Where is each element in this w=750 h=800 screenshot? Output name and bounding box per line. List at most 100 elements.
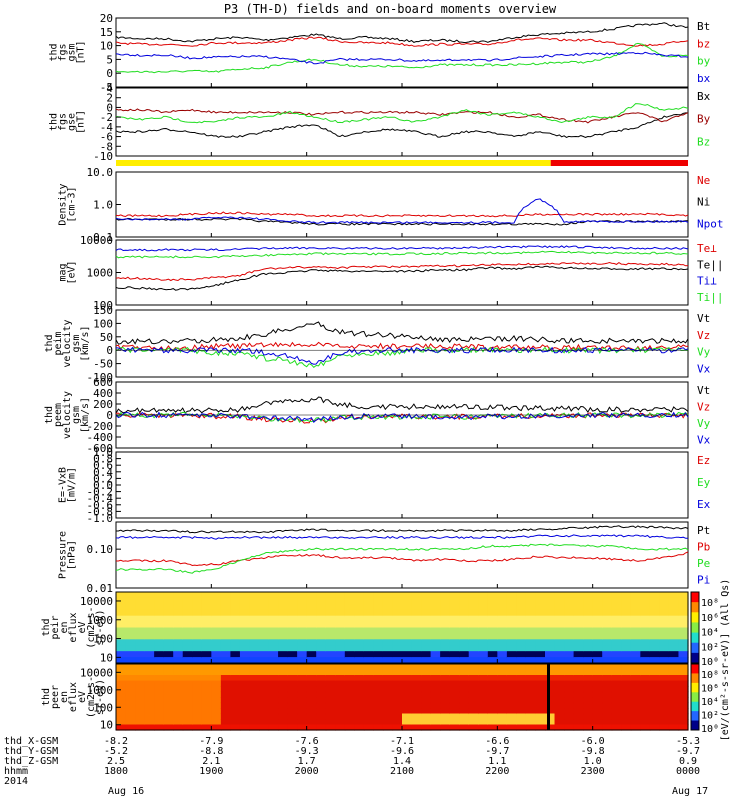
spectrogram-cell xyxy=(230,680,241,687)
spectrogram-cell xyxy=(144,645,155,652)
spectrogram-cell xyxy=(668,597,680,605)
spectrogram-cell xyxy=(554,675,565,682)
spectrogram-cell xyxy=(583,724,594,731)
spectrogram-cell xyxy=(659,609,670,617)
spectrogram-cell xyxy=(602,592,613,599)
spectrogram-cell xyxy=(525,680,537,687)
spectrogram-cell xyxy=(516,669,527,676)
colorbar-band xyxy=(691,602,699,613)
spectrogram-cell xyxy=(630,675,641,682)
spectrogram-cell xyxy=(192,609,203,617)
spectrogram-cell xyxy=(135,680,146,687)
time-axis-value: -7.1 xyxy=(390,736,414,747)
spectrogram-cell xyxy=(392,639,403,646)
spectrogram-cell xyxy=(363,680,374,687)
spectrogram-cell xyxy=(659,651,670,658)
spectrogram-cell xyxy=(411,713,422,720)
spectrogram-cell xyxy=(402,609,413,617)
spectrogram-cell xyxy=(249,664,260,671)
spectrogram-cell xyxy=(306,651,317,658)
spectrogram-cell xyxy=(354,713,365,720)
spectrogram-cell xyxy=(668,691,680,698)
spectrogram-cell xyxy=(421,603,432,611)
spectrogram-cell xyxy=(297,615,308,623)
spectrogram-cell xyxy=(554,702,565,709)
spectrogram-cell xyxy=(678,645,689,652)
spectrogram-cell xyxy=(306,657,317,664)
spectrogram-cell xyxy=(411,691,422,698)
spectrogram-cell xyxy=(430,669,441,676)
spectrogram-cell xyxy=(411,633,422,640)
spectrogram-cell xyxy=(621,639,632,646)
spectrogram-cell xyxy=(278,609,289,617)
spectrogram-cell xyxy=(154,702,165,709)
spectrogram-cell xyxy=(525,651,537,658)
y-tick-label: -0.8 xyxy=(87,505,114,518)
spectrogram-cell xyxy=(192,708,203,715)
spectrogram-cell xyxy=(402,592,413,599)
spectrogram-cell xyxy=(382,603,394,611)
spectrogram-cell xyxy=(297,639,308,646)
spectrogram-cell xyxy=(211,669,222,676)
spectrogram-cell xyxy=(516,633,527,640)
spectrogram-cell xyxy=(516,702,527,709)
spectrogram-cell xyxy=(220,633,231,640)
spectrogram-cell xyxy=(354,697,365,704)
spectrogram-cell xyxy=(316,597,327,605)
spectrogram-cell xyxy=(230,719,241,726)
data-gap-marker xyxy=(547,664,550,730)
spectrogram-cell xyxy=(125,719,136,726)
spectrogram-cell xyxy=(449,639,460,646)
spectrogram-cell xyxy=(363,702,374,709)
spectrogram-cell xyxy=(354,691,365,698)
spectrogram-cell xyxy=(678,713,689,720)
y-tick-label: -100 xyxy=(87,371,114,384)
y-axis-label: peim xyxy=(53,331,64,355)
spectrogram-cell xyxy=(116,664,127,671)
spectrogram-cell xyxy=(602,597,613,605)
spectrogram-cell xyxy=(259,651,270,658)
spectrogram-cell xyxy=(421,713,432,720)
spectrogram-cell xyxy=(144,657,155,664)
spectrogram-cell xyxy=(297,645,308,652)
spectrogram-cell xyxy=(249,669,260,676)
legend-Pe: Pe xyxy=(697,557,710,570)
spectrogram-cell xyxy=(487,645,498,652)
spectrogram-cell xyxy=(182,713,193,720)
spectrogram-cell xyxy=(230,651,241,658)
spectrogram-cell xyxy=(640,697,651,704)
spectrogram-cell xyxy=(535,702,546,709)
spectrogram-cell xyxy=(430,621,441,629)
spectrogram-cell xyxy=(449,592,460,599)
spectrogram-cell xyxy=(173,592,184,599)
y-axis-label: eflux xyxy=(68,612,79,642)
spectrogram-cell xyxy=(440,645,451,652)
spectrogram-cell xyxy=(506,713,517,720)
spectrogram-cell xyxy=(678,691,689,698)
spectrogram-cell xyxy=(173,713,184,720)
spectrogram-cell xyxy=(230,669,241,676)
spectrogram-cell xyxy=(421,651,432,658)
spectrogram-cell xyxy=(611,708,622,715)
spectrogram-cell xyxy=(249,633,260,640)
series-line-Pb xyxy=(116,551,689,567)
panel-frame xyxy=(115,309,689,378)
spectrogram-cell xyxy=(306,609,317,617)
spectrogram-cell xyxy=(211,627,222,635)
spectrogram-cell xyxy=(392,697,403,704)
spectrogram-cell xyxy=(497,651,508,658)
spectrogram-cell xyxy=(554,691,565,698)
spectrogram-cell xyxy=(573,702,584,709)
spectrogram-cell xyxy=(135,592,146,599)
spectrogram-cell xyxy=(297,592,308,599)
spectrogram-cell xyxy=(316,675,327,682)
spectrogram-cell xyxy=(545,657,556,664)
spectrogram-cell xyxy=(525,627,537,635)
spectrogram-cell xyxy=(116,609,127,617)
spectrogram-cell xyxy=(621,680,632,687)
colorbar-band xyxy=(691,692,699,703)
spectrogram-electron xyxy=(116,664,689,731)
spectrogram-cell xyxy=(487,592,498,599)
spectrogram-cell xyxy=(459,645,470,652)
spectrogram-cell xyxy=(363,609,374,617)
